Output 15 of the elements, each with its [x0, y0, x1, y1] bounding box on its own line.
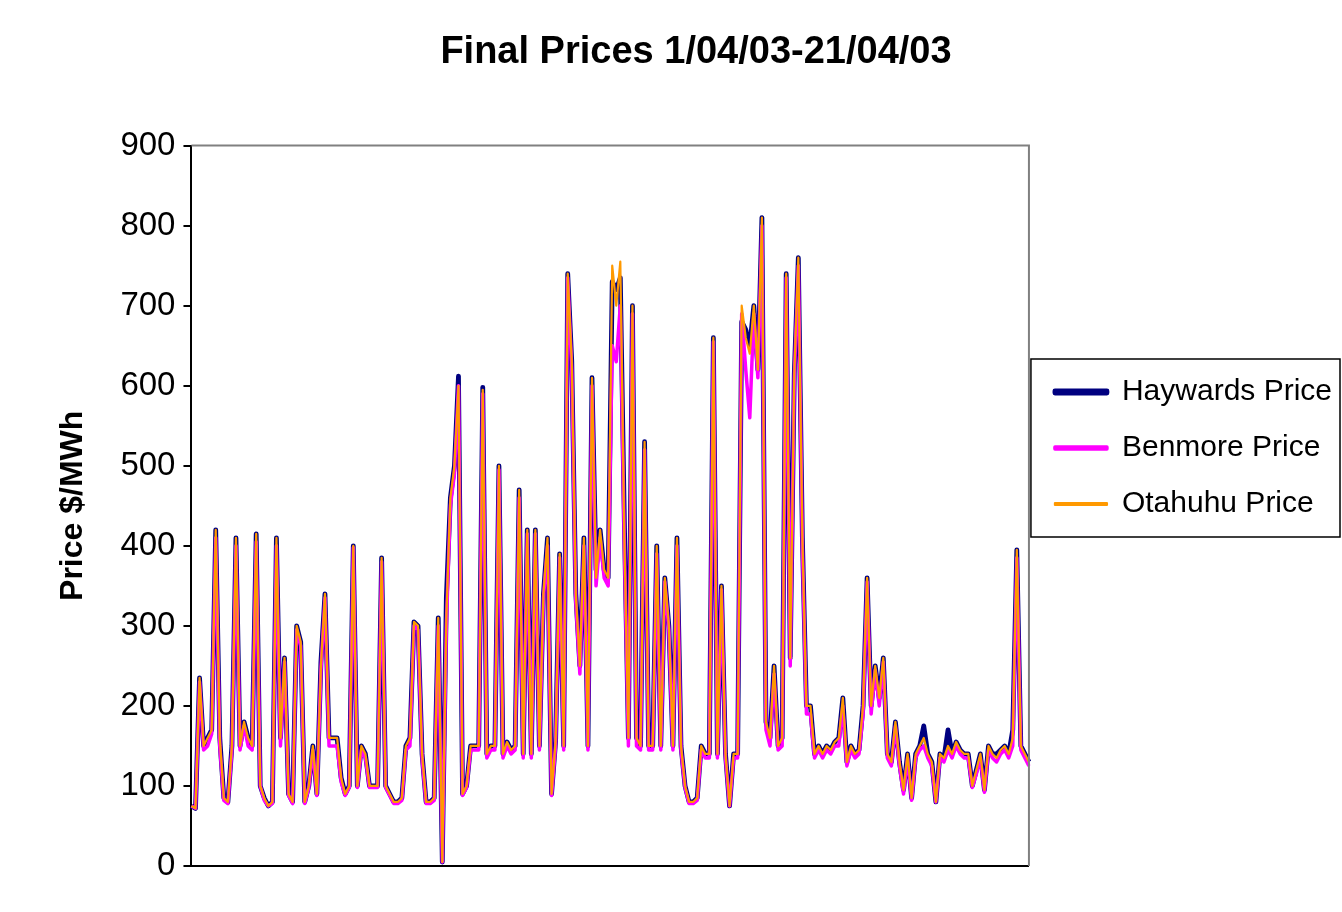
y-tick-label: 0: [157, 845, 176, 883]
legend-label: Haywards Price: [1121, 373, 1332, 407]
legend-label: Otahuhu Price: [1121, 485, 1314, 519]
chart-title: Final Prices 1/04/03-21/04/03: [440, 29, 952, 72]
y-tick-label: 800: [120, 204, 176, 242]
y-tick-label: 900: [120, 124, 176, 162]
y-axis-title: Price $/MWh: [53, 410, 90, 601]
y-tick-label: 300: [120, 604, 176, 642]
y-tick-label: 400: [120, 524, 176, 562]
legend-label: Benmore Price: [1121, 429, 1321, 463]
y-tick-label: 200: [120, 685, 176, 722]
y-tick-label: 600: [120, 364, 176, 402]
y-tick-label: 500: [120, 444, 176, 482]
y-tick-label: 100: [120, 765, 176, 803]
y-tick-label: 700: [120, 284, 176, 322]
